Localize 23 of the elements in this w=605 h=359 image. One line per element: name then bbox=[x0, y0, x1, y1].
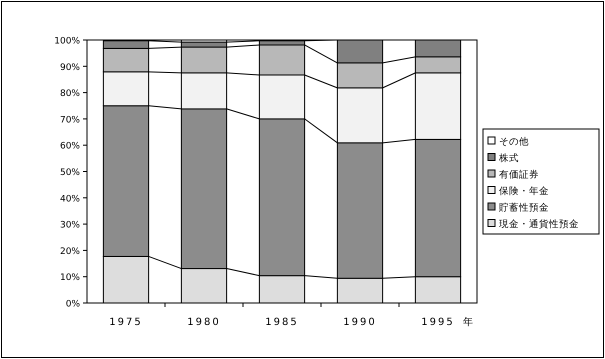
y-tick-label: 20% bbox=[60, 246, 80, 257]
x-tick-label: 1980 bbox=[187, 317, 221, 328]
legend-label: 貯蓄性預金 bbox=[499, 202, 549, 214]
y-tick-label: 100% bbox=[54, 36, 80, 46]
legend-label: 株式 bbox=[498, 152, 519, 164]
y-tick-label: 90% bbox=[60, 62, 80, 73]
x-tick-label: 1975 bbox=[109, 317, 143, 328]
y-tick-label: 60% bbox=[60, 142, 80, 152]
x-tick-label: 1990 bbox=[343, 317, 377, 328]
legend-label: 現金・通貨性預金 bbox=[499, 218, 579, 230]
legend-label: 保険・年金 bbox=[499, 185, 549, 197]
x-axis-title: 年 bbox=[463, 316, 473, 328]
y-tick-label: 0% bbox=[66, 300, 80, 310]
y-tick-label: 80% bbox=[60, 89, 80, 100]
y-tick-label: 40% bbox=[60, 194, 80, 204]
x-tick-label: 1985 bbox=[265, 317, 299, 328]
y-tick-label: 30% bbox=[60, 220, 80, 231]
y-tick-label: 70% bbox=[60, 115, 80, 126]
y-tick-label: 10% bbox=[60, 273, 80, 284]
legend-label: 有価証券 bbox=[499, 168, 539, 180]
x-tick-label: 1995 bbox=[421, 317, 455, 328]
y-tick-label: 50% bbox=[60, 168, 80, 178]
legend-label: その他 bbox=[499, 136, 529, 148]
